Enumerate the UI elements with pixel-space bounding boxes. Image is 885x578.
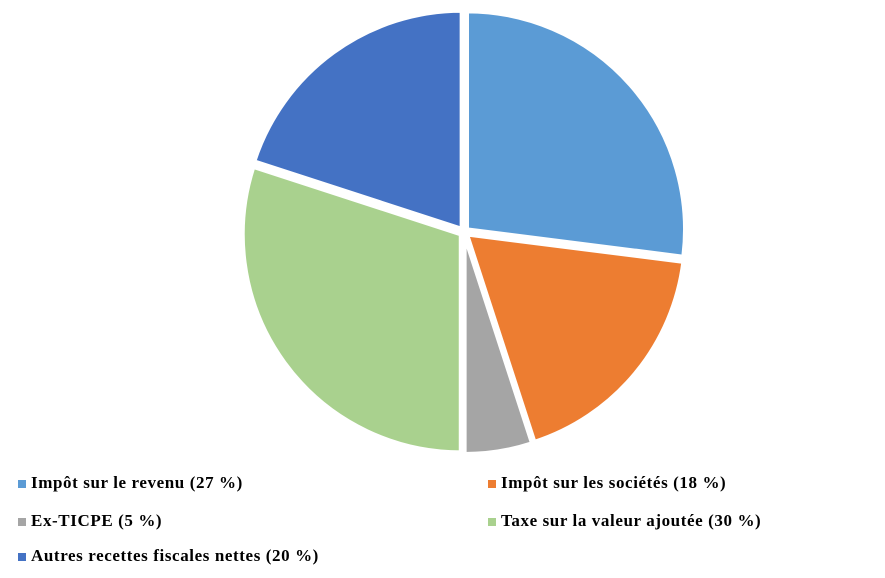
- legend-swatch: [18, 553, 26, 561]
- pie-slice: [465, 9, 687, 259]
- legend-swatch: [18, 480, 26, 488]
- legend-swatch: [18, 518, 26, 526]
- legend-swatch: [488, 480, 496, 488]
- legend-swatch: [488, 518, 496, 526]
- pie-slice: [240, 164, 463, 455]
- legend-label: Taxe sur la valeur ajoutée (30 %): [501, 511, 761, 530]
- pie-slice: [462, 235, 535, 456]
- legend-label: Impôt sur les sociétés (18 %): [501, 473, 726, 492]
- legend-label: Ex-TICPE (5 %): [31, 511, 162, 530]
- pie-slice: [251, 8, 464, 232]
- legend-label: Impôt sur le revenu (27 %): [31, 473, 243, 492]
- legend-label: Autres recettes fiscales nettes (20 %): [31, 546, 319, 565]
- pie-slice: [464, 232, 686, 445]
